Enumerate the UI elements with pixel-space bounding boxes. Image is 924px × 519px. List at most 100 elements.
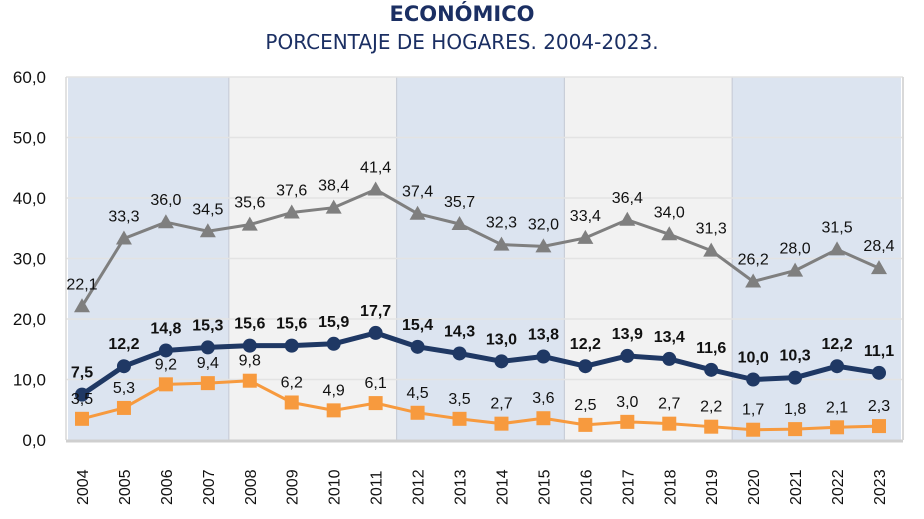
circle-marker bbox=[368, 325, 383, 340]
data-label: 3,5 bbox=[448, 391, 470, 408]
y-tick-label: 50,0 bbox=[13, 129, 46, 148]
square-marker bbox=[788, 422, 803, 437]
data-label: 2,5 bbox=[574, 397, 596, 414]
x-tick-label: 2018 bbox=[662, 469, 679, 505]
data-label: 26,2 bbox=[738, 251, 769, 268]
circle-marker bbox=[452, 346, 467, 361]
x-tick-label: 2008 bbox=[243, 469, 260, 505]
x-tick-label: 2014 bbox=[494, 469, 511, 505]
plot-frame bbox=[65, 77, 904, 443]
data-label: 15,6 bbox=[234, 316, 265, 333]
square-marker bbox=[75, 411, 89, 426]
data-label: 36,4 bbox=[612, 190, 643, 207]
circle-marker bbox=[116, 359, 131, 374]
square-marker bbox=[830, 420, 845, 435]
data-label: 34,0 bbox=[654, 204, 685, 221]
y-axis-ticks: 0,0 10,0 20,0 30,0 40,0 50,0 60,0 bbox=[13, 68, 46, 450]
data-label: 34,5 bbox=[192, 201, 223, 218]
data-label: 28,0 bbox=[780, 241, 811, 258]
chart-subtitle: PORCENTAJE DE HOGARES. 2004-2023. bbox=[265, 30, 659, 54]
y-tick-label: 60,0 bbox=[13, 68, 46, 87]
data-label: 4,9 bbox=[323, 382, 345, 399]
triangle-marker bbox=[115, 230, 132, 245]
triangle-marker bbox=[74, 298, 90, 313]
data-label: 12,2 bbox=[570, 336, 601, 353]
triangle-marker bbox=[787, 262, 804, 277]
data-label: 9,8 bbox=[239, 353, 261, 370]
data-label: 9,4 bbox=[197, 355, 219, 372]
data-label: 36,0 bbox=[150, 192, 181, 209]
triangle-marker bbox=[871, 260, 887, 275]
data-label: 37,6 bbox=[276, 183, 307, 200]
data-label: 38,4 bbox=[318, 178, 349, 195]
x-tick-label: 2021 bbox=[788, 469, 805, 505]
triangle-marker bbox=[829, 241, 846, 256]
data-label: 4,5 bbox=[406, 385, 428, 402]
data-label: 3,0 bbox=[616, 394, 638, 411]
data-label: 12,2 bbox=[108, 336, 139, 353]
square-marker bbox=[410, 405, 425, 420]
x-tick-label: 2011 bbox=[369, 470, 386, 505]
triangle-marker bbox=[577, 229, 594, 244]
x-tick-label: 2023 bbox=[872, 469, 889, 505]
circle-marker bbox=[536, 349, 551, 364]
x-tick-label: 2022 bbox=[830, 469, 847, 505]
data-label: 15,4 bbox=[402, 317, 433, 334]
square-marker bbox=[368, 396, 383, 411]
triangle-marker bbox=[199, 223, 216, 238]
square-marker bbox=[620, 414, 635, 429]
circle-marker bbox=[704, 362, 719, 377]
circle-marker bbox=[872, 365, 886, 380]
data-label: 6,1 bbox=[365, 375, 387, 392]
data-label: 2,2 bbox=[700, 399, 722, 416]
triangle-marker bbox=[493, 236, 510, 251]
triangle-marker bbox=[367, 181, 384, 196]
circle-marker bbox=[75, 387, 89, 402]
y-tick-label: 40,0 bbox=[13, 189, 46, 208]
square-marker bbox=[746, 422, 761, 437]
data-label: 13,0 bbox=[486, 331, 517, 348]
square-marker bbox=[200, 376, 215, 391]
data-label: 17,7 bbox=[360, 303, 391, 320]
series-markers bbox=[74, 181, 887, 437]
circle-marker bbox=[662, 351, 677, 366]
triangle-marker bbox=[241, 216, 258, 231]
data-label: 35,6 bbox=[234, 195, 265, 212]
circle-marker bbox=[494, 354, 509, 369]
circle-marker bbox=[578, 359, 593, 374]
square-marker bbox=[536, 411, 551, 426]
y-tick-label: 20,0 bbox=[13, 310, 46, 329]
x-tick-label: 2005 bbox=[117, 469, 134, 505]
gray-triangle-series-line bbox=[80, 188, 880, 308]
data-label: 35,7 bbox=[444, 194, 475, 211]
data-label: 14,8 bbox=[150, 320, 181, 337]
circle-marker bbox=[284, 338, 299, 353]
chart-title: ECONÓMICO bbox=[389, 2, 535, 26]
x-tick-label: 2019 bbox=[704, 469, 721, 505]
circle-marker bbox=[746, 372, 761, 387]
square-marker bbox=[116, 400, 131, 415]
data-label: 13,4 bbox=[654, 329, 685, 346]
x-axis-ticks: 2004 2005 2006 2007 2008 2009 2010 2011 2012 2013… bbox=[75, 469, 889, 505]
x-tick-label: 2012 bbox=[411, 469, 428, 505]
triangle-marker bbox=[451, 216, 468, 231]
data-label: 11,6 bbox=[696, 340, 726, 357]
circle-marker bbox=[158, 343, 173, 358]
square-marker bbox=[158, 377, 173, 392]
data-label: 32,3 bbox=[486, 215, 517, 232]
data-label: 31,5 bbox=[821, 219, 852, 236]
data-label: 2,7 bbox=[658, 396, 680, 413]
data-label: 3,6 bbox=[532, 390, 554, 407]
data-label: 33,3 bbox=[108, 209, 139, 226]
data-label: 14,3 bbox=[444, 323, 475, 340]
data-label: 2,7 bbox=[490, 396, 512, 413]
triangle-marker bbox=[703, 242, 720, 257]
square-marker bbox=[494, 416, 509, 431]
data-label: 12,2 bbox=[821, 336, 852, 353]
data-label: 41,4 bbox=[360, 160, 391, 177]
square-marker bbox=[872, 419, 886, 434]
triangle-marker bbox=[745, 273, 762, 288]
square-marker bbox=[704, 419, 719, 434]
data-label: 11,1 bbox=[864, 343, 894, 360]
